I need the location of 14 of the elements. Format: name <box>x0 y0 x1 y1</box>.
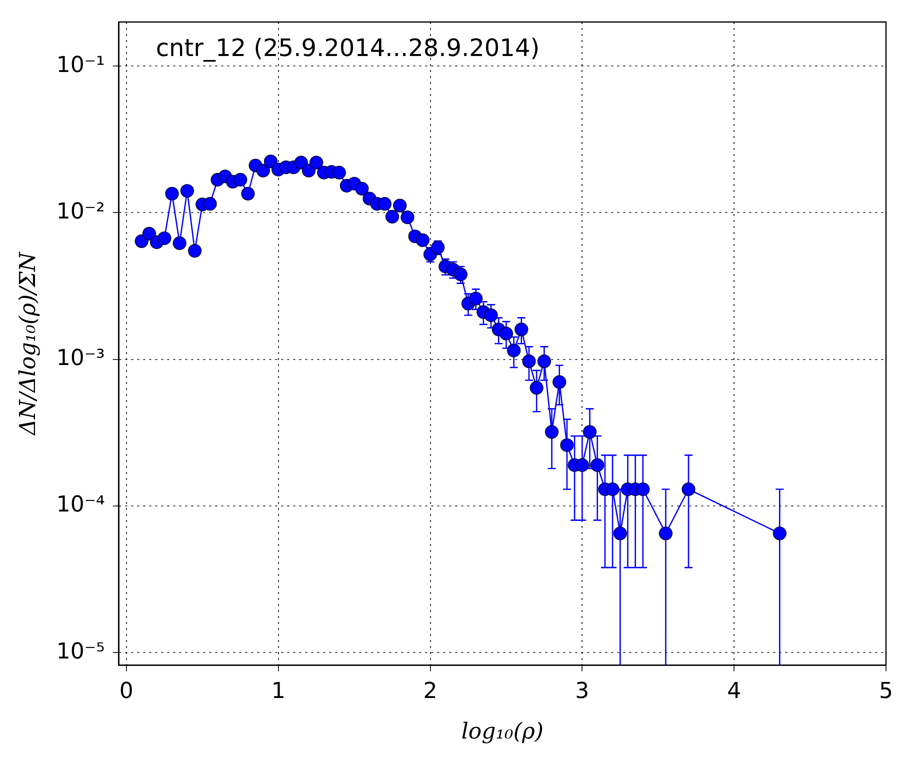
y-tick-label: 10⁻⁵ <box>56 639 105 664</box>
x-tick-label: 1 <box>271 679 286 704</box>
x-tick-label: 4 <box>727 679 742 704</box>
x-tick-label: 3 <box>575 679 590 704</box>
x-tick-label: 2 <box>423 679 438 704</box>
x-tick-label: 0 <box>119 679 134 704</box>
y-tick-label: 10⁻³ <box>56 346 105 372</box>
y-tick-label: 10⁻² <box>56 199 105 224</box>
x-tick-label: 5 <box>879 679 893 704</box>
text: cntr_12 (25.9.2014...28.9.2014) <box>156 34 540 62</box>
x-axis-title: log₁₀(ρ) <box>461 720 544 745</box>
y-tick-label: 10⁻⁴ <box>56 492 105 518</box>
y-tick-label: 10⁻¹ <box>56 52 105 78</box>
y-axis-title: ΔN/Δlog₁₀(ρ)/ΣN <box>16 251 41 436</box>
